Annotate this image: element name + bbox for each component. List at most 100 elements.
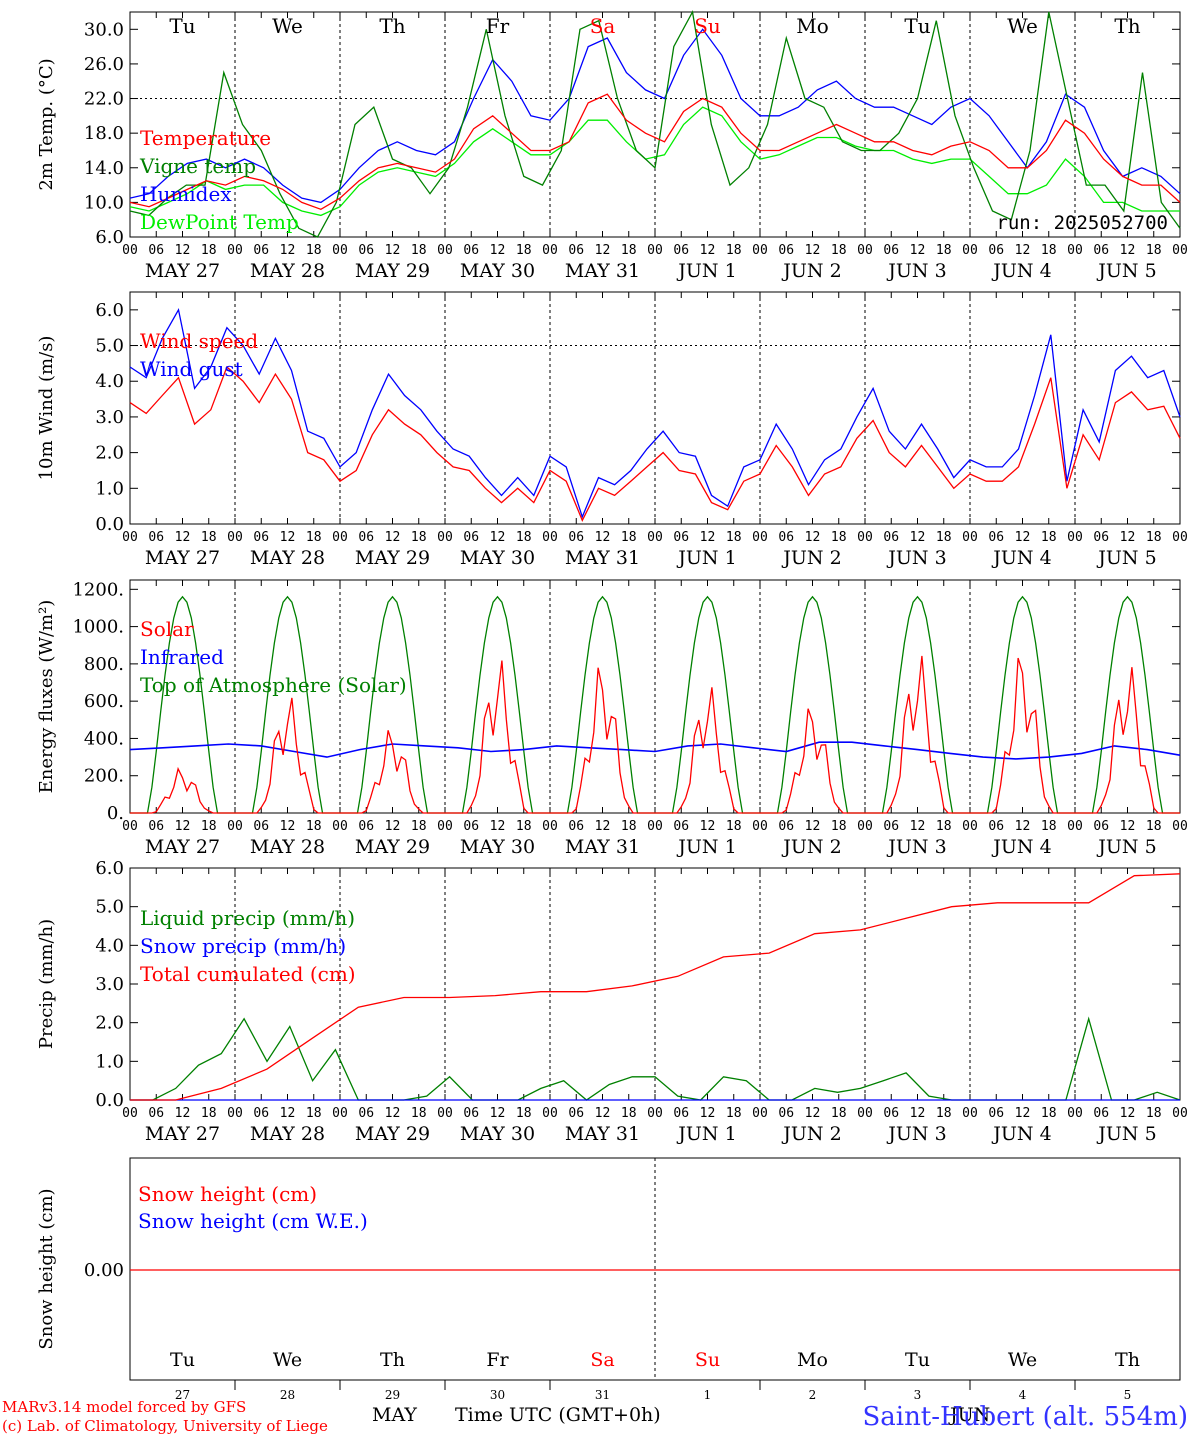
hour-tick-label: 00 <box>752 530 768 545</box>
run-annotation: run: 2025052700 <box>996 212 1168 234</box>
y-axis-label: Precip (mm/h) <box>36 919 57 1049</box>
date-label: JUN 5 <box>1096 547 1156 569</box>
hour-tick-label: 00 <box>437 243 453 258</box>
hour-tick-label: 12 <box>805 530 821 545</box>
hour-tick-label: 06 <box>463 243 479 258</box>
hour-tick-label: 00 <box>1067 1106 1083 1121</box>
date-label: JUN 5 <box>1096 1123 1156 1145</box>
hour-tick-label: 12 <box>175 243 191 258</box>
date-label: MAY 29 <box>355 836 430 858</box>
panel-3: 00 06 12 18 00 06 12 18 00 06 12 18 00 06 12 18 00 06 12 18… <box>36 579 1188 858</box>
hour-tick-label: 00 <box>1067 819 1083 834</box>
hour-tick-label: 12 <box>1015 819 1031 834</box>
series-line <box>129 93 1181 211</box>
hour-tick-label: 18 <box>831 819 847 834</box>
hour-tick-label: 12 <box>280 1106 296 1121</box>
hour-tick-label: 06 <box>148 243 164 258</box>
hour-tick-label: 00 <box>227 243 243 258</box>
hour-tick-label: 00 <box>647 1106 663 1121</box>
model-credit: MARv3.14 model forced by GFS (c) Lab. of… <box>2 1398 328 1436</box>
day-label: Tu <box>169 14 195 38</box>
hour-tick-label: 06 <box>988 243 1004 258</box>
hour-tick-label: 06 <box>358 819 374 834</box>
date-label: JUN 1 <box>676 1123 736 1145</box>
y-tick-label: 22.0 <box>84 89 124 110</box>
y-tick-label: 2.0 <box>95 1013 124 1034</box>
date-label: MAY 27 <box>145 1123 220 1145</box>
hour-tick-label: 18 <box>831 530 847 545</box>
hour-tick-label: 06 <box>673 243 689 258</box>
day-number: 3 <box>914 1388 922 1402</box>
legend-entry: Snow height (cm) <box>138 1182 317 1206</box>
hour-tick-label: 06 <box>778 530 794 545</box>
hour-tick-label: 18 <box>306 530 322 545</box>
date-label: MAY 30 <box>460 547 535 569</box>
day-label: We <box>1008 1349 1037 1371</box>
hour-tick-label: 18 <box>201 530 217 545</box>
hour-tick-label: 18 <box>1146 1106 1162 1121</box>
series-line <box>129 365 1181 522</box>
date-label: MAY 31 <box>565 1123 640 1145</box>
y-tick-label: 4.0 <box>95 371 124 392</box>
hour-tick-label: 06 <box>253 243 269 258</box>
date-label: JUN 5 <box>1096 260 1156 282</box>
hour-tick-label: 00 <box>122 243 138 258</box>
y-tick-label: 0.00 <box>84 1260 124 1281</box>
hour-tick-label: 18 <box>1041 530 1057 545</box>
y-tick-label: 26.0 <box>84 54 124 75</box>
hour-tick-label: 00 <box>542 819 558 834</box>
hour-tick-label: 18 <box>411 819 427 834</box>
day-label: Tu <box>905 1349 930 1371</box>
date-label: MAY 29 <box>355 1123 430 1145</box>
y-axis-label: 2m Temp. (°C) <box>36 58 57 190</box>
day-label: Su <box>695 1349 720 1371</box>
date-label: MAY 28 <box>250 836 325 858</box>
hour-tick-label: 06 <box>673 1106 689 1121</box>
hour-tick-label: 00 <box>227 819 243 834</box>
legend-entry: DewPoint Temp <box>140 210 299 234</box>
hour-tick-label: 00 <box>857 530 873 545</box>
y-axis-label: Energy fluxes (W/m²) <box>36 600 57 794</box>
day-label: We <box>1007 14 1038 38</box>
hour-tick-label: 06 <box>988 819 1004 834</box>
day-label: Th <box>379 14 405 38</box>
hour-tick-label: 06 <box>778 1106 794 1121</box>
hour-tick-label: 06 <box>568 1106 584 1121</box>
hour-tick-label: 18 <box>516 530 532 545</box>
day-number: 31 <box>595 1388 610 1402</box>
date-label: MAY 29 <box>355 547 430 569</box>
hour-tick-label: 06 <box>1093 819 1109 834</box>
date-label: JUN 3 <box>886 836 946 858</box>
hour-tick-label: 06 <box>568 530 584 545</box>
day-number: 1 <box>704 1388 712 1402</box>
panel-5: Snow height (cm) 0.00 Snow height (cm) Snow… <box>36 1157 1181 1402</box>
day-label: Tu <box>904 14 930 38</box>
hour-tick-label: 06 <box>673 819 689 834</box>
hour-tick-label: 18 <box>201 243 217 258</box>
hour-tick-label: 00 <box>752 1106 768 1121</box>
hour-tick-label: 18 <box>726 530 742 545</box>
legend-entry: Solar <box>140 617 194 641</box>
hour-tick-label: 00 <box>227 530 243 545</box>
series-line <box>129 741 1181 760</box>
hour-tick-label: 18 <box>1041 243 1057 258</box>
date-label: JUN 2 <box>781 1123 841 1145</box>
date-label: MAY 31 <box>565 547 640 569</box>
hour-tick-label: 06 <box>1093 243 1109 258</box>
date-label: JUN 2 <box>781 547 841 569</box>
hour-tick-label: 06 <box>988 1106 1004 1121</box>
y-tick-label: 800. <box>84 654 124 675</box>
hour-tick-label: 12 <box>595 819 611 834</box>
date-label: JUN 1 <box>676 260 736 282</box>
day-number: 29 <box>385 1388 400 1402</box>
hour-tick-label: 00 <box>122 819 138 834</box>
y-tick-label: 6.0 <box>95 227 124 248</box>
hour-tick-label: 06 <box>358 1106 374 1121</box>
date-label: JUN 3 <box>886 260 946 282</box>
date-label: MAY 31 <box>565 260 640 282</box>
day-label: We <box>272 14 303 38</box>
y-tick-label: 6.0 <box>95 858 124 879</box>
date-label: MAY 30 <box>460 260 535 282</box>
day-number: 2 <box>809 1388 817 1402</box>
series-line <box>130 655 1180 814</box>
